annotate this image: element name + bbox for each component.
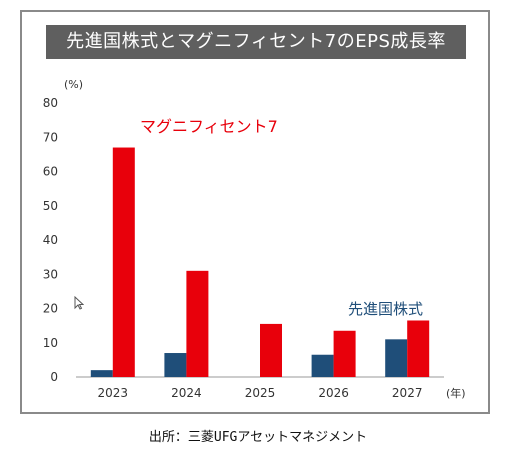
bar-magnificent7-2027 [407,320,430,377]
y-tick-label: 70 [43,130,58,144]
source-note: 出所：三菱UFGアセットマネジメント [148,430,368,445]
bar-developed-2027 [385,339,408,377]
mouse-cursor-icon [74,296,84,310]
y-tick-label: 40 [43,233,58,247]
bar-magnificent7-2023 [112,147,135,377]
series-label-developed: 先進国株式 [348,300,423,318]
x-tick-label: 2026 [318,386,349,400]
y-tick-label: 20 [43,302,58,316]
series-label-magnificent7: マグニフィセント7 [140,117,278,136]
y-tick-label: 0 [50,370,58,384]
x-unit-label: (年) [446,386,466,400]
x-tick-label: 2024 [171,386,202,400]
y-tick-label: 50 [43,199,58,213]
bar-developed-2026 [311,354,334,377]
bar-developed-2023 [90,370,113,377]
x-tick-label: 2027 [392,386,423,400]
bar-magnificent7-2025 [260,323,282,377]
y-tick-label: 60 [43,165,58,179]
y-tick-label: 30 [43,267,58,281]
bar-developed-2024 [164,353,187,377]
bar-magnificent7-2024 [186,270,209,377]
y-unit-label: (%) [64,78,83,91]
chart-title: 先進国株式とマグニフィセント7のEPS成長率 [46,25,466,59]
bar-magnificent7-2026 [333,330,356,377]
x-tick-label: 2023 [98,386,129,400]
y-tick-label: 10 [43,336,58,350]
y-tick-label: 80 [43,96,58,110]
x-tick-label: 2025 [245,386,276,400]
